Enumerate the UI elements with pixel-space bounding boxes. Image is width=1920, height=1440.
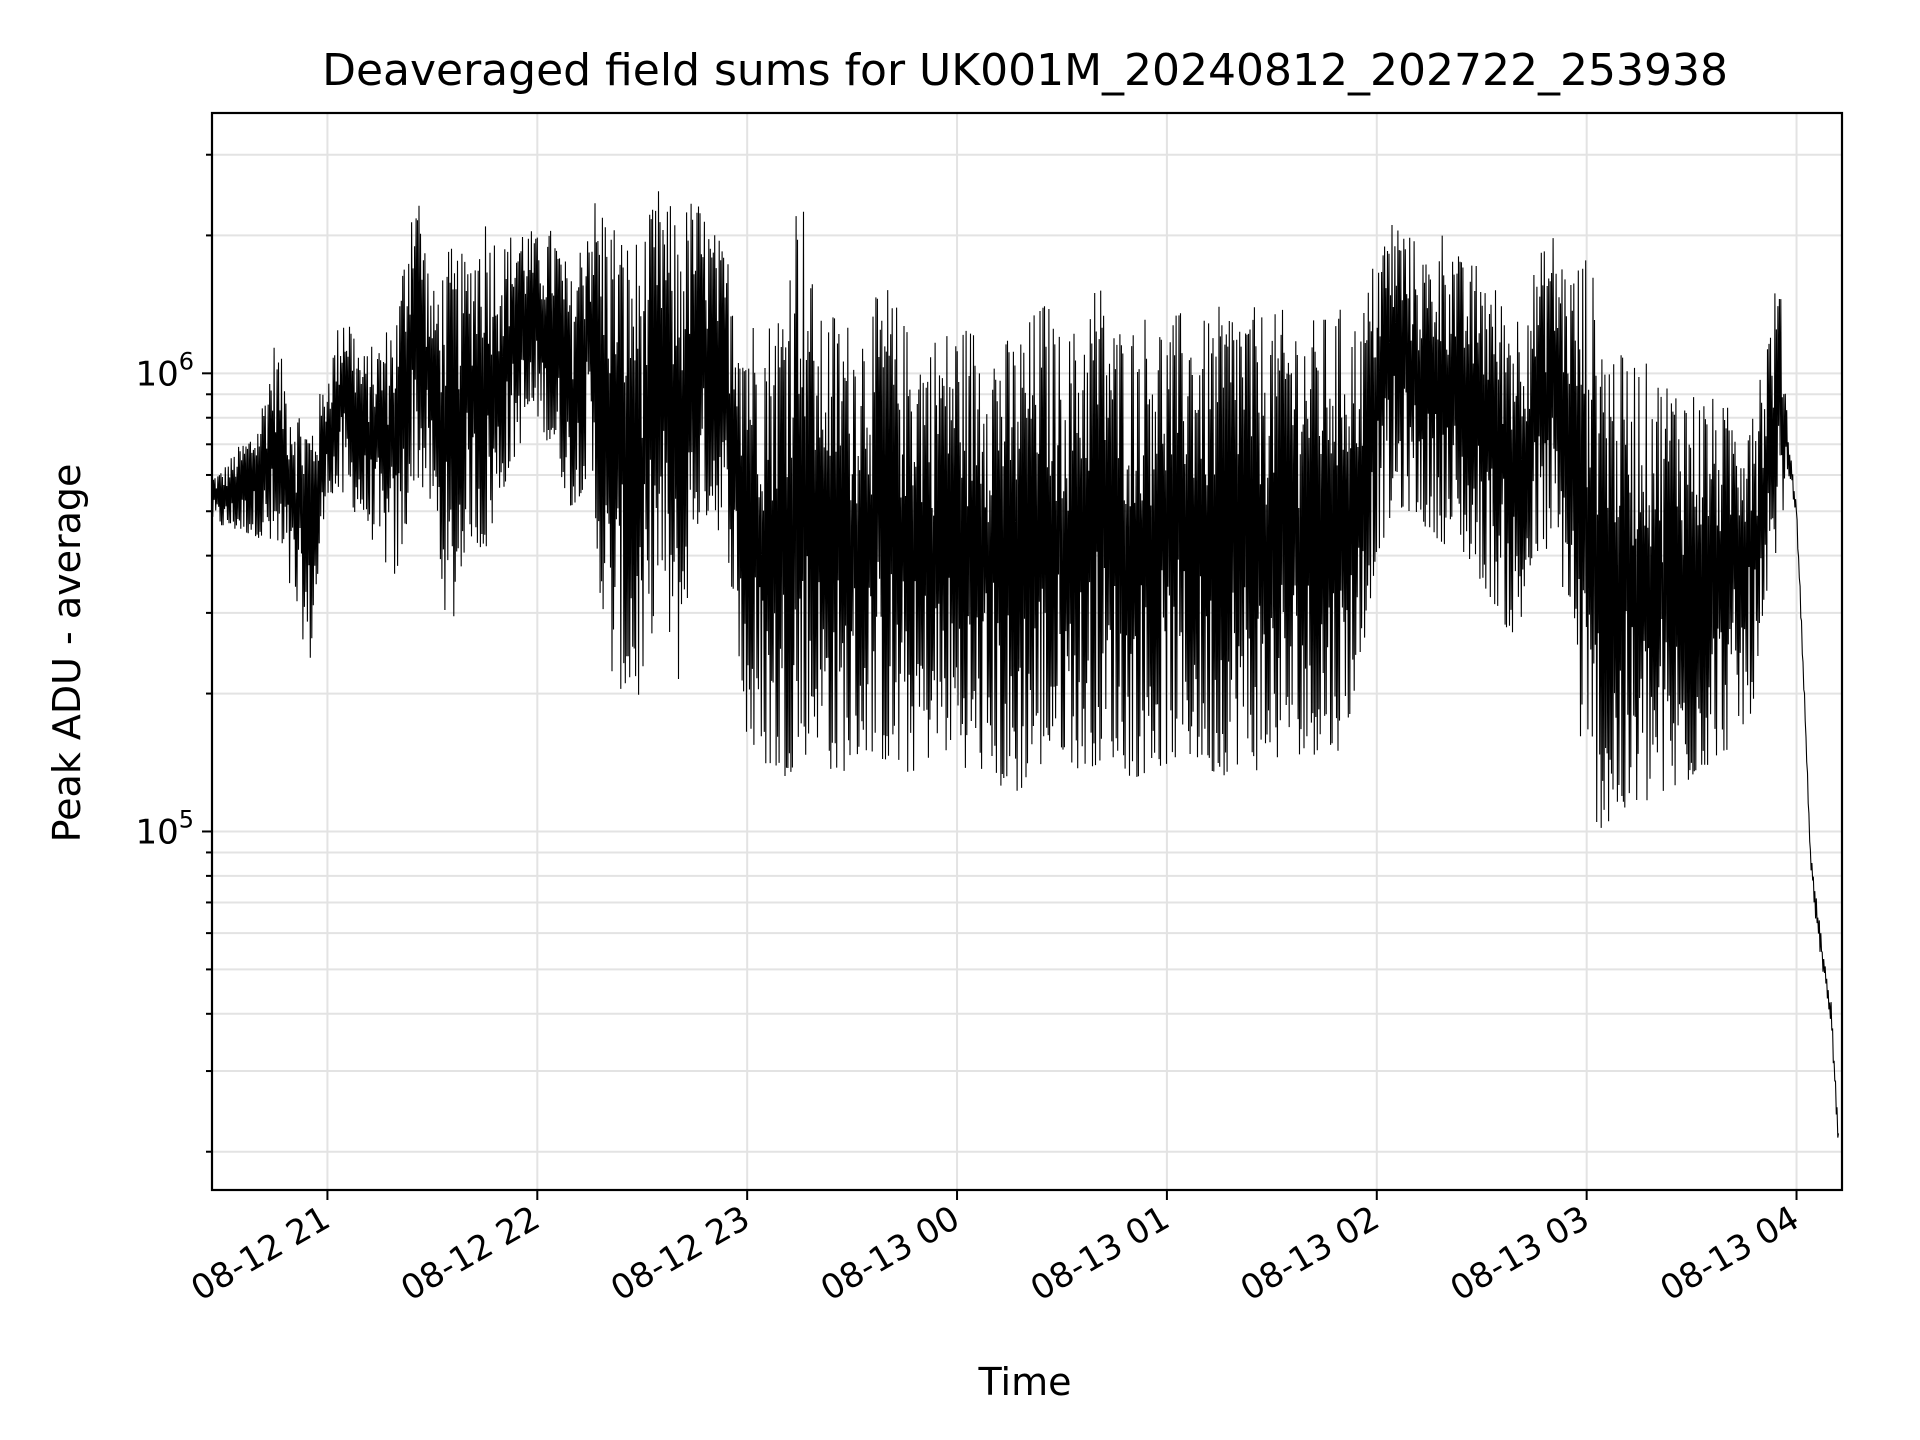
plot-frame [210,111,1844,1192]
x-tick-label: 08-13 03 [1444,1198,1596,1309]
x-tick-label: 08-12 22 [394,1198,546,1309]
x-tick-label: 08-13 01 [1024,1198,1176,1309]
y-tick-label: 106 [135,347,194,394]
x-axis-label: Time [978,1360,1072,1404]
chart-title: Deaveraged field sums for UK001M_2024081… [322,45,1728,96]
y-axis-label: Peak ADU - average [45,464,89,843]
series-layer [211,191,1840,1138]
x-tick-label: 08-13 00 [814,1198,966,1309]
x-axis: 08-12 21 08-12 22 08-12 23 08-13 00 08-13 01… [185,1190,1806,1309]
y-tick-label: 105 [135,805,194,852]
x-tick-label: 08-12 23 [604,1198,756,1309]
x-tick-label: 08-13 02 [1234,1198,1386,1309]
x-tick-label: 08-13 04 [1654,1198,1806,1309]
y-axis: 105 106 [135,153,212,1153]
x-tick-label: 08-12 21 [185,1198,337,1309]
series-line [211,191,1840,1138]
